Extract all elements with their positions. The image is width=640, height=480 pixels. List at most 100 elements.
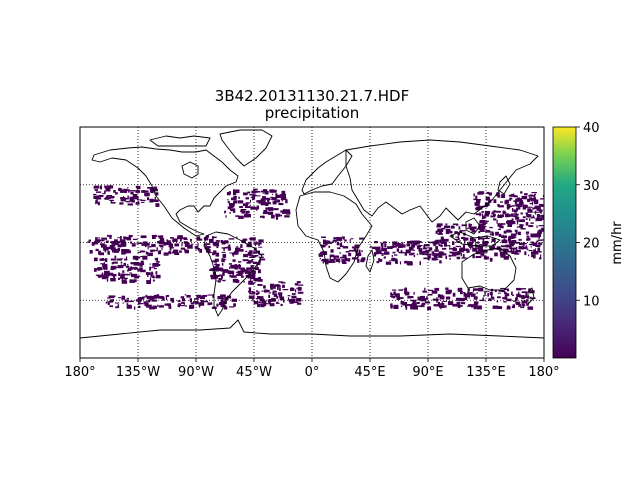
precip-cell — [408, 246, 414, 251]
precip-cell — [260, 201, 266, 206]
precip-cell — [520, 212, 523, 215]
precip-cell — [272, 292, 275, 295]
precip-cell — [233, 200, 237, 204]
precip-cell — [147, 247, 149, 250]
precip-cell — [276, 301, 279, 304]
precip-cell — [233, 192, 237, 196]
precip-cell — [418, 248, 423, 252]
precip-cell — [394, 293, 400, 297]
precip-cell — [256, 262, 261, 266]
precip-cell — [508, 240, 515, 244]
precip-cell — [210, 276, 216, 280]
precip-cell — [94, 240, 99, 245]
precip-cell — [504, 292, 508, 297]
precip-cell — [185, 305, 187, 307]
precip-cell — [535, 251, 542, 253]
precip-cell — [296, 300, 298, 303]
precip-cell — [95, 199, 98, 204]
precip-cell — [211, 302, 213, 305]
precip-cell — [336, 237, 341, 241]
precip-cell — [483, 255, 487, 257]
precip-cell — [528, 243, 534, 246]
precip-cell — [433, 304, 440, 307]
precip-cell — [297, 286, 302, 291]
precip-cell — [333, 237, 337, 240]
precip-cell — [449, 248, 454, 250]
precip-cell — [491, 212, 495, 215]
precip-cell — [392, 251, 396, 254]
precip-cell — [152, 235, 156, 239]
precip-cell — [255, 243, 262, 245]
precip-cell — [119, 239, 126, 243]
precip-cell — [349, 249, 355, 252]
coast-indonesia — [449, 231, 501, 247]
precip-cell — [506, 204, 511, 208]
precip-cell — [521, 195, 528, 200]
precip-cell — [248, 283, 255, 285]
precip-cell — [229, 212, 231, 214]
precip-cell — [247, 276, 252, 278]
precip-cell — [223, 306, 228, 310]
precip-cell — [168, 303, 171, 308]
precip-cell — [104, 249, 107, 253]
precip-cell — [111, 241, 116, 245]
precip-cell — [118, 272, 121, 276]
precip-cell — [139, 250, 145, 253]
precip-cell — [490, 215, 496, 218]
precip-cell — [133, 276, 140, 279]
precip-cell — [379, 258, 383, 262]
precip-cell — [535, 244, 541, 247]
precip-cell — [340, 256, 342, 259]
precip-cell — [530, 245, 532, 248]
precip-cell — [514, 299, 518, 302]
precip-cell — [439, 239, 446, 243]
precip-cell — [117, 248, 120, 252]
precip-cell — [99, 252, 104, 256]
precip-cell — [94, 268, 97, 272]
precip-cell — [232, 210, 236, 213]
precip-cell — [184, 294, 187, 296]
precip-cell — [231, 275, 237, 278]
precip-cell — [245, 250, 247, 253]
precip-cell — [528, 254, 530, 257]
precip-cell — [152, 279, 155, 282]
precip-cell — [112, 249, 118, 253]
precip-cell — [498, 215, 505, 218]
precip-cell — [499, 251, 506, 256]
precip-cell — [272, 290, 277, 293]
precip-cell — [177, 300, 181, 303]
precip-cell — [457, 235, 460, 240]
precip-cell — [506, 229, 511, 233]
precip-cell — [248, 295, 255, 299]
precip-cell — [109, 196, 114, 199]
precip-cell — [533, 249, 536, 253]
precip-cell — [136, 242, 138, 245]
precip-cell — [127, 195, 129, 199]
precip-cell — [283, 299, 285, 303]
precip-cell — [356, 244, 359, 249]
precip-cell — [145, 272, 151, 276]
precip-cell — [375, 246, 381, 251]
precip-cell — [458, 298, 465, 301]
precip-cell — [132, 196, 139, 200]
precip-cell — [124, 189, 127, 193]
precip-cell — [113, 243, 116, 247]
precip-cell — [222, 272, 225, 276]
precip-cell — [256, 205, 259, 210]
precip-cell — [436, 224, 442, 228]
precip-cell — [280, 282, 286, 284]
precip-cell — [222, 240, 229, 244]
precip-cell — [537, 239, 543, 241]
precip-cell — [278, 203, 284, 206]
precip-cell — [121, 251, 126, 255]
precip-cell — [275, 284, 280, 286]
precip-cell — [281, 190, 286, 195]
precip-cell — [374, 252, 377, 255]
precip-cell — [493, 213, 496, 217]
precip-cell — [484, 243, 487, 246]
lon-tick-label: 0° — [305, 365, 320, 380]
precip-cell — [505, 199, 509, 204]
precip-cell — [101, 274, 104, 278]
precip-cell — [451, 251, 458, 256]
precip-cell — [129, 272, 133, 274]
